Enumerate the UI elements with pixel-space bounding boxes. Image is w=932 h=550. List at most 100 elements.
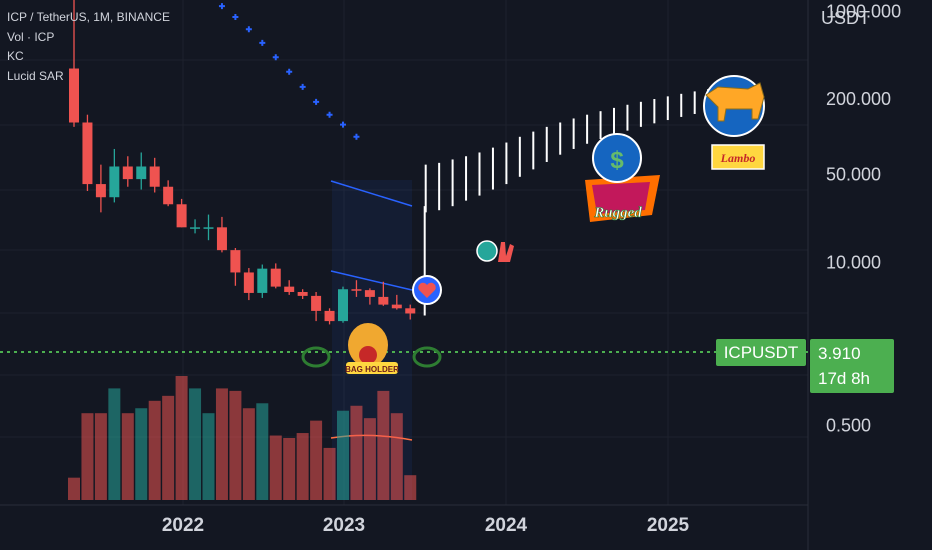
- price-tick: 10.000: [826, 252, 881, 272]
- volume-bar: [350, 405, 363, 500]
- rugged-text: Rugged: [593, 205, 642, 221]
- grid-lines: [0, 0, 809, 550]
- candle-body: [284, 286, 295, 292]
- volume-bar: [296, 433, 309, 500]
- volume-bar: [377, 390, 390, 500]
- volume-bar: [283, 438, 296, 500]
- price-tick: 1000.000: [826, 1, 901, 21]
- rugged-sticker: $ Rugged: [585, 133, 660, 222]
- legend-sar[interactable]: Lucid SAR: [7, 68, 64, 83]
- volume-bar: [81, 413, 94, 500]
- legend-kc[interactable]: KC: [7, 49, 24, 63]
- svg-text:$: $: [610, 147, 624, 174]
- sar-dot: [286, 68, 293, 75]
- legend-title[interactable]: ICP / TetherUS, 1M, BINANCE: [7, 10, 170, 24]
- price-tick: 50.000: [826, 165, 881, 185]
- candle-body: [82, 122, 93, 185]
- volume-bar: [242, 408, 255, 500]
- volume-bar: [323, 447, 336, 500]
- holder-circle-left: [301, 346, 331, 368]
- time-tick: 2025: [647, 515, 690, 536]
- legend-volume[interactable]: Vol · ICP: [7, 29, 55, 44]
- sar-dot: [326, 111, 333, 118]
- volume-bar: [189, 388, 202, 500]
- volume-bar: [337, 410, 349, 500]
- candle-body: [109, 166, 120, 198]
- candle-body: [364, 290, 375, 297]
- candle-body: [136, 166, 147, 180]
- volume-bar: [108, 388, 121, 500]
- lambo-sticker: Lambo: [703, 75, 765, 170]
- sar-dot: [259, 39, 266, 46]
- holder-circle-right: [412, 346, 442, 368]
- volume-bar: [256, 403, 269, 500]
- volume-bar: [215, 388, 228, 500]
- candlesticks: [69, 0, 416, 325]
- candle-body: [149, 166, 160, 187]
- volume-bar: [148, 400, 161, 500]
- volume-bar: [135, 408, 148, 500]
- candle-body: [203, 227, 214, 229]
- heart-sticker: [412, 275, 442, 305]
- projection-marks: [423, 86, 723, 316]
- chart-legend: ICP / TetherUS, 1M, BINANCE Vol · ICP KC…: [7, 8, 170, 86]
- volume-bar: [363, 418, 376, 500]
- bag-holder-sticker: BAG HOLDER: [345, 323, 399, 374]
- time-axis[interactable]: 2022 2023 2024 2025: [162, 515, 690, 536]
- lambo-text: Lambo: [720, 151, 756, 165]
- candle-body: [311, 295, 322, 311]
- candle-body: [391, 304, 402, 309]
- bag-holder-text: BAG HOLDER: [345, 365, 399, 374]
- candle-body: [122, 166, 133, 180]
- sar-dot: [232, 14, 239, 21]
- volume-bar: [121, 413, 134, 500]
- price-tick: 200.000: [826, 89, 891, 109]
- volume-bar: [175, 376, 188, 500]
- sar-dot: [353, 133, 360, 140]
- time-tick: 2023: [323, 515, 365, 536]
- kc-middle: [330, 270, 413, 291]
- candle-body: [297, 291, 308, 296]
- sar-dot: [340, 121, 346, 128]
- volume-bar: [162, 395, 175, 500]
- sar-dot: [299, 83, 306, 90]
- time-tick: 2022: [162, 515, 204, 536]
- sar-dot: [313, 98, 320, 105]
- candle-body: [176, 204, 187, 228]
- sar-dot: [272, 54, 279, 61]
- candle-body: [324, 310, 335, 322]
- last-price-label: 3.910 17d 8h: [810, 339, 894, 393]
- candle-body: [230, 250, 241, 273]
- candle-body: [351, 289, 362, 291]
- last-price-value: 3.910: [818, 344, 861, 363]
- candle-body: [243, 272, 254, 293]
- symbol-label: ICPUSDT: [716, 339, 806, 366]
- candle-countdown: 17d 8h: [818, 369, 870, 388]
- volume-bar: [390, 413, 403, 500]
- price-tick: 0.500: [826, 416, 871, 436]
- candle-body: [270, 268, 281, 287]
- candle-body: [378, 296, 389, 305]
- sar-dot: [218, 3, 225, 10]
- candle-body: [163, 186, 174, 205]
- volume-bar: [94, 413, 107, 500]
- volume-bar: [310, 420, 323, 500]
- volume-bar: [269, 435, 282, 500]
- kc-upper: [330, 180, 413, 207]
- volume-bar: [68, 477, 80, 500]
- candle-body: [216, 227, 227, 251]
- currency-label[interactable]: USDT: [821, 8, 870, 28]
- sar-dots: [218, 3, 360, 140]
- candle-body: [405, 308, 416, 314]
- candle-body: [69, 68, 79, 123]
- volume-bar: [202, 413, 215, 500]
- volume-bar: [404, 475, 417, 500]
- volume-bar: [229, 390, 242, 500]
- candle-body: [257, 268, 268, 293]
- candle-body: [95, 184, 106, 198]
- volume-bars: [68, 376, 417, 500]
- time-tick: 2024: [485, 515, 528, 536]
- sar-dot: [245, 26, 252, 33]
